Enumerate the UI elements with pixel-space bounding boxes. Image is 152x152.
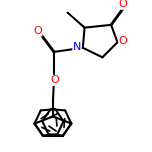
Text: O: O bbox=[119, 36, 128, 46]
Text: O: O bbox=[50, 75, 59, 85]
Text: O: O bbox=[119, 0, 127, 9]
Text: N: N bbox=[73, 42, 81, 52]
Polygon shape bbox=[67, 12, 85, 28]
Text: O: O bbox=[33, 26, 42, 36]
